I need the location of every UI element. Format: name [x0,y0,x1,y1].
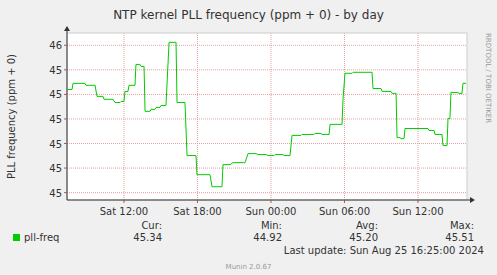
legend-label: pll-freq [24,232,59,243]
x-tick-label: Sat 18:00 [173,206,221,217]
x-axis [67,200,471,201]
grid-line [67,118,467,119]
y-tick-label: 45 [49,139,62,150]
stat-value: 45.20 [349,232,378,243]
stat-value: 45.51 [445,232,474,243]
grid-line [123,33,124,200]
background [0,0,497,275]
stat-label: Max: [450,220,474,231]
legend-swatch [13,234,20,241]
series-group [67,42,466,186]
grid-line [67,69,467,70]
chart: NTP kernel PLL frequency (ppm + 0) - by … [0,0,497,275]
y-axis [67,29,68,200]
y-tick-label: 45 [49,65,62,76]
grid-line [417,33,418,200]
grid-line [67,168,467,169]
watermark: RRDTOOL / TOBI OETIKER [484,33,492,123]
stat-label: Avg: [356,220,378,231]
y-axis-label: PLL frequency (ppm + 0) [6,54,17,179]
y-tick-label: 45 [49,114,62,125]
stat-label: Min: [261,220,282,231]
y-tick-label: 45 [49,89,62,100]
stat-value: 45.34 [133,232,162,243]
grid-line [67,192,467,193]
plot-frame [67,33,467,200]
x-tick-label: Sat 12:00 [100,206,148,217]
x-tick-label: Sun 00:00 [245,206,296,217]
grid-line [344,33,345,200]
x-tick-label: Sun 06:00 [319,206,370,217]
plot-area [67,33,467,200]
axis-arrow [64,26,70,31]
axis-arrow [470,197,475,203]
grid-line [67,143,467,144]
footer: Last update: Sun Aug 25 16:25:00 2024 [284,245,484,256]
stat-label: Cur: [141,220,162,231]
grid-line [67,45,467,46]
credit: Munin 2.0.67 [226,263,272,271]
line-series [67,42,466,186]
stat-value: 44.92 [253,232,282,243]
x-tick-label: Sun 12:00 [392,206,443,217]
y-tick-label: 46 [49,40,62,51]
title: NTP kernel PLL frequency (ppm + 0) - by … [113,8,384,22]
grid-line [67,94,467,95]
y-tick-label: 45 [49,188,62,199]
y-tick-label: 45 [49,163,62,174]
grid-line [270,33,271,200]
